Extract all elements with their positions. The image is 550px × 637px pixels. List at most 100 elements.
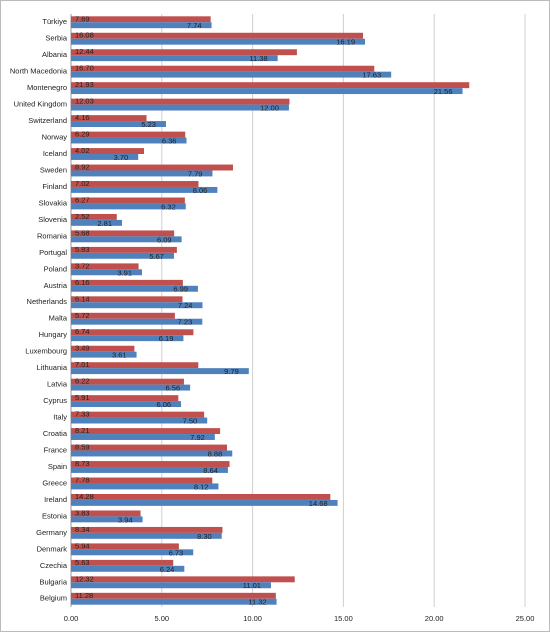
x-tick-label: 10.00 [243,614,262,623]
value-label: 6.32 [161,202,176,211]
bar [71,22,212,29]
y-tick-label: Lithuania [37,363,68,372]
bar [71,494,331,500]
value-label: 7.33 [75,410,90,419]
bar [71,477,213,484]
bar [71,395,179,402]
bar [71,49,297,56]
value-label: 12.00 [260,104,279,113]
y-tick-label: Estonia [42,511,68,520]
value-label: 7.23 [178,318,193,327]
value-label: 8.92 [75,163,90,172]
y-tick-label: Germany [36,528,67,537]
bar [71,32,364,39]
value-label: 8.88 [208,449,223,458]
y-tick-label: Sweden [40,165,67,174]
bar [71,312,175,319]
value-label: 6.24 [160,565,175,574]
y-tick-label: Iceland [43,149,67,158]
value-label: 16.08 [75,31,94,40]
bar [71,461,230,467]
bar [71,38,366,45]
bar [71,565,185,572]
value-label: 9.79 [224,367,239,376]
y-tick-label: Spain [48,462,67,471]
bar [71,203,186,210]
bar [71,246,177,253]
y-tick-label: Croatia [43,429,68,438]
bar [71,252,174,259]
value-label: 8.64 [203,466,218,475]
y-tick-label: France [44,445,67,454]
value-label: 5.72 [75,311,90,320]
value-label: 3.70 [114,153,129,162]
y-tick-label: Hungary [39,330,68,339]
bar [71,582,271,589]
bar [71,219,123,226]
bar [71,236,182,243]
bar [71,104,289,111]
value-label: 5.94 [75,541,90,550]
value-label: 11.38 [249,54,267,63]
bar [71,131,186,138]
bar [71,269,143,276]
value-label: 6.74 [75,327,90,336]
bar [71,121,166,127]
bar [71,279,183,286]
y-tick-label: Netherlands [27,297,68,306]
bar [71,230,175,237]
y-tick-label: Italy [53,413,67,422]
value-label: 6.16 [75,278,90,287]
value-label: 5.83 [75,245,90,254]
bar [71,263,139,270]
value-label: 5.68 [75,228,90,237]
value-label: 7.79 [188,169,203,178]
value-label: 6.99 [173,285,188,294]
value-label: 6.06 [156,400,171,409]
bar [71,428,221,435]
value-label: 7.69 [75,14,90,23]
value-label: 7.01 [75,360,90,369]
x-tick-label: 5.00 [154,614,169,623]
y-tick-label: Türkiye [42,17,67,26]
bar [71,466,228,473]
bar [71,170,213,177]
bar [71,549,194,556]
y-tick-label: Belgium [40,594,67,603]
value-label: 6.36 [162,136,177,145]
value-label: 7.74 [187,21,202,30]
bar [71,302,203,309]
bar [71,137,187,144]
bar [71,444,227,451]
bar [71,82,470,89]
bar [71,164,233,171]
value-label: 6.22 [75,377,90,386]
bar [71,450,233,457]
y-tick-label: Finland [42,182,67,191]
value-label: 3.94 [118,515,133,524]
y-tick-label: North Macedonia [10,67,68,76]
bar [71,213,117,220]
bar [71,98,290,105]
x-tick-label: 0.00 [64,614,79,623]
y-tick-label: Denmark [37,544,68,553]
value-label: 7.78 [75,475,90,484]
value-label: 3.61 [112,351,127,360]
value-label: 4.02 [75,146,90,155]
bar [71,401,182,408]
bar [71,16,211,23]
value-label: 11.32 [248,598,266,607]
value-label: 5.63 [75,558,90,567]
bar [71,417,208,424]
value-label: 6.56 [166,384,181,393]
value-label: 2.52 [75,212,90,221]
value-label: 5.23 [141,120,156,129]
value-label: 8.73 [75,459,90,468]
bar [71,318,203,325]
value-label: 14.28 [75,492,94,501]
bar [71,148,145,155]
value-label: 8.59 [75,443,90,452]
value-label: 8.34 [75,525,90,534]
bar [71,532,222,539]
value-label: 21.56 [434,87,453,96]
